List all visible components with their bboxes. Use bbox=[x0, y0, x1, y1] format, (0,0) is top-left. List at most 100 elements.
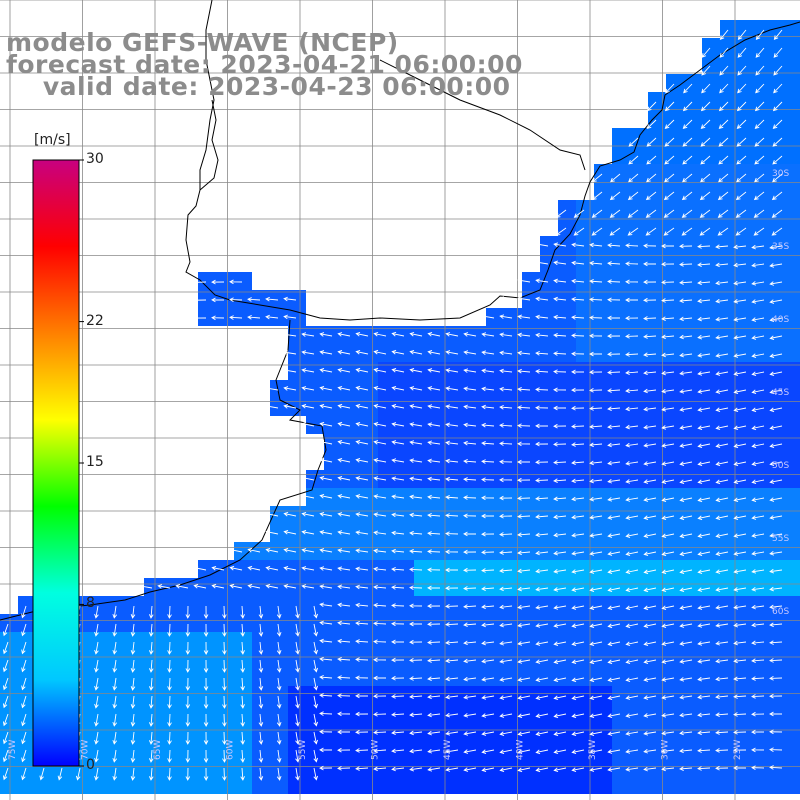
wind-cell bbox=[414, 704, 432, 722]
wind-arrow bbox=[445, 749, 459, 754]
wind-cell bbox=[666, 560, 684, 578]
wind-cell bbox=[540, 632, 558, 650]
wind-arrow bbox=[736, 173, 747, 183]
wind-arrow bbox=[391, 404, 405, 409]
wind-arrow bbox=[625, 749, 639, 754]
wind-arrow bbox=[427, 458, 441, 464]
wind-arrow bbox=[222, 767, 227, 781]
wind-cell bbox=[288, 362, 306, 380]
wind-cell bbox=[342, 452, 360, 470]
wind-arrow bbox=[21, 749, 27, 763]
wind-arrow bbox=[735, 191, 747, 201]
wind-cell bbox=[270, 290, 288, 308]
wind-cell bbox=[756, 236, 774, 254]
wind-arrow bbox=[715, 353, 729, 358]
wind-cell bbox=[234, 668, 252, 686]
wind-arrow bbox=[733, 389, 747, 394]
wind-cell bbox=[360, 704, 378, 722]
wind-arrow bbox=[295, 767, 300, 781]
wind-cell bbox=[486, 416, 504, 434]
wind-arrow bbox=[733, 262, 747, 268]
wind-arrow bbox=[222, 623, 227, 637]
wind-arrow bbox=[409, 331, 423, 337]
wind-arrow bbox=[481, 368, 495, 374]
wind-arrow bbox=[769, 245, 783, 250]
wind-arrow bbox=[607, 569, 621, 574]
wind-cell bbox=[414, 740, 432, 758]
wind-arrow bbox=[355, 367, 369, 373]
wind-cell bbox=[666, 686, 684, 704]
wind-cell bbox=[126, 740, 144, 758]
wind-cell bbox=[324, 560, 342, 578]
wind-arrow bbox=[717, 209, 729, 218]
wind-cell bbox=[756, 326, 774, 344]
wind-cell bbox=[558, 236, 576, 254]
wind-cell bbox=[360, 560, 378, 578]
wind-cell bbox=[432, 524, 450, 542]
wind-cell bbox=[774, 722, 792, 740]
wind-arrow bbox=[735, 227, 747, 236]
wind-arrow bbox=[112, 659, 118, 673]
wind-cell bbox=[666, 362, 684, 380]
wind-arrow bbox=[240, 641, 245, 655]
wind-cell bbox=[648, 722, 666, 740]
wind-arrow bbox=[2, 659, 9, 673]
wind-arrow bbox=[295, 605, 300, 619]
wind-arrow bbox=[283, 296, 297, 302]
wind-cell bbox=[702, 632, 720, 650]
wind-cell bbox=[738, 614, 756, 632]
wind-cell bbox=[270, 506, 288, 524]
wind-cell bbox=[288, 740, 306, 758]
wind-arrow bbox=[625, 533, 639, 538]
wind-arrow bbox=[535, 677, 549, 682]
wind-cell bbox=[702, 614, 720, 632]
wind-arrow bbox=[719, 65, 729, 76]
wind-cell bbox=[738, 650, 756, 668]
wind-arrow bbox=[643, 316, 657, 321]
wind-arrow bbox=[553, 351, 567, 356]
wind-arrow bbox=[258, 713, 264, 727]
wind-arrow bbox=[643, 334, 657, 339]
wind-arrow bbox=[21, 659, 27, 673]
wind-cell bbox=[702, 776, 720, 794]
wind-cell bbox=[684, 578, 702, 596]
wind-cell bbox=[486, 650, 504, 668]
wind-cell bbox=[612, 236, 630, 254]
wind-arrow bbox=[409, 694, 423, 699]
wind-arrow bbox=[517, 314, 531, 320]
wind-cell bbox=[396, 686, 414, 704]
wind-arrow bbox=[21, 641, 27, 655]
wind-cell bbox=[90, 704, 108, 722]
wind-arrow bbox=[391, 621, 405, 627]
wind-arrow bbox=[203, 623, 209, 637]
wind-cell bbox=[612, 488, 630, 506]
wind-cell bbox=[216, 758, 234, 776]
wind-arrow bbox=[276, 749, 282, 763]
wind-arrow bbox=[295, 695, 300, 709]
wind-arrow bbox=[240, 731, 245, 745]
wind-arrow bbox=[625, 713, 639, 718]
wind-arrow bbox=[499, 659, 513, 664]
wind-cell bbox=[198, 290, 216, 308]
wind-arrow bbox=[445, 567, 459, 573]
wind-cell bbox=[738, 344, 756, 362]
wind-cell bbox=[306, 596, 324, 614]
wind-cell bbox=[720, 506, 738, 524]
wind-arrow bbox=[535, 586, 549, 592]
wind-arrow bbox=[499, 459, 513, 465]
wind-arrow bbox=[427, 386, 441, 391]
wind-arrow bbox=[679, 479, 693, 485]
wind-arrow bbox=[517, 514, 531, 519]
wind-arrow bbox=[148, 623, 154, 637]
wind-arrow bbox=[701, 83, 711, 94]
wind-arrow bbox=[313, 731, 318, 745]
wind-cell bbox=[756, 182, 774, 200]
wind-arrow bbox=[185, 677, 191, 691]
wind-cell bbox=[684, 218, 702, 236]
wind-cell bbox=[684, 362, 702, 380]
wind-arrow bbox=[313, 767, 318, 781]
wind-cell bbox=[738, 560, 756, 578]
wind-cell bbox=[324, 362, 342, 380]
wind-arrow bbox=[589, 695, 603, 701]
wind-arrow bbox=[130, 731, 136, 745]
